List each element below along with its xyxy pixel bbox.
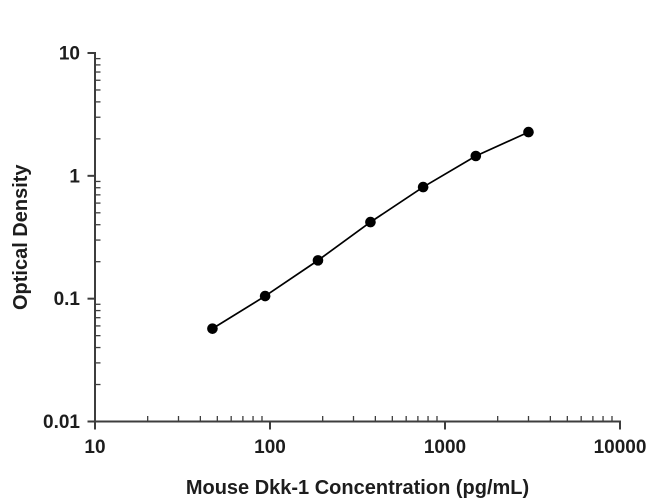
y-axis-title: Optical Density: [10, 164, 32, 310]
data-point: [470, 150, 482, 162]
series-standard-curve: [207, 126, 534, 334]
data-point: [259, 290, 271, 302]
data-point: [207, 323, 218, 334]
y-tick-label: 10: [59, 44, 80, 65]
data-point: [365, 216, 376, 228]
y-tick-label: 0.01: [43, 412, 80, 433]
data-point: [417, 181, 429, 193]
x-tick-label: 100: [254, 437, 286, 458]
x-tick-label: 10: [84, 437, 105, 458]
data-point: [523, 126, 534, 138]
series-line: [212, 131, 529, 330]
x-tick-label: 1000: [424, 437, 466, 458]
axes: [87, 52, 621, 430]
x-tick-label: 10000: [594, 437, 647, 458]
y-tick-label: 0.1: [54, 289, 81, 310]
data-point: [312, 255, 324, 266]
y-tick-label: 1: [69, 166, 80, 187]
x-axis-title: Mouse Dkk-1 Concentration (pg/mL): [186, 477, 529, 499]
